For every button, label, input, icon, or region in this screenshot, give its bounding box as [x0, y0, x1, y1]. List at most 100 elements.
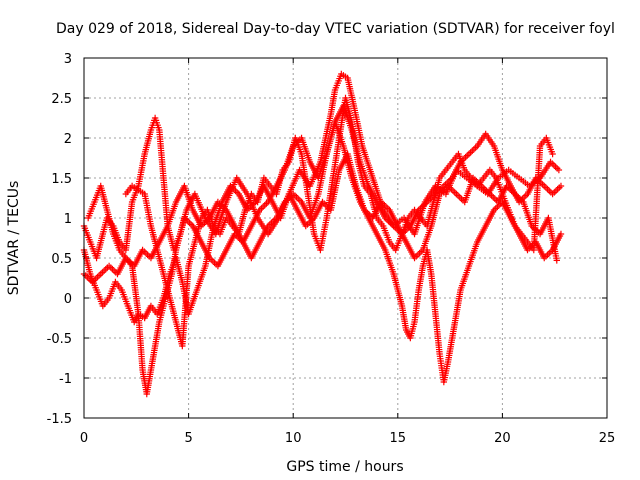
data-point	[147, 128, 154, 136]
data-point	[516, 228, 523, 236]
data-point	[510, 220, 518, 227]
data-point	[472, 144, 479, 151]
data-point	[163, 224, 170, 232]
data-point	[389, 268, 397, 276]
data-point	[372, 228, 380, 236]
data-point	[284, 160, 291, 168]
data-point	[99, 232, 106, 240]
data-point	[90, 201, 97, 208]
data-point	[464, 152, 471, 159]
data-point	[242, 188, 250, 196]
data-point	[255, 208, 262, 216]
data-point	[510, 189, 517, 196]
y-tick-label: -0.5	[47, 332, 72, 347]
data-point	[222, 248, 229, 256]
data-point	[373, 212, 380, 220]
data-point	[155, 320, 163, 328]
data-point	[447, 160, 454, 168]
data-point	[178, 276, 185, 284]
data-point	[466, 172, 473, 180]
data-point	[123, 300, 131, 307]
chart-title: Day 029 of 2018, Sidereal Day-to-day VTE…	[56, 21, 615, 37]
data-point	[484, 189, 492, 196]
data-point	[115, 244, 122, 251]
data-point	[327, 112, 334, 120]
data-point	[435, 192, 443, 200]
data-point	[354, 156, 361, 163]
data-point	[385, 236, 392, 243]
data-point	[384, 205, 391, 212]
x-tick-label: 20	[494, 431, 511, 446]
data-point	[522, 192, 530, 199]
data-point	[139, 189, 146, 196]
data-point	[172, 248, 179, 256]
data-point	[109, 228, 116, 236]
data-point	[448, 336, 456, 344]
data-point	[218, 200, 225, 208]
data-point	[185, 265, 192, 272]
data-point	[481, 224, 488, 232]
data-point	[404, 217, 411, 224]
data-point	[159, 268, 167, 276]
y-tick-label: 0	[64, 292, 72, 307]
data-point	[250, 200, 258, 207]
data-point	[518, 197, 525, 204]
data-point	[504, 204, 511, 211]
data-point	[398, 300, 405, 308]
x-tick-label: 10	[285, 431, 302, 446]
data-point	[352, 180, 359, 188]
y-tick-label: 1	[64, 212, 72, 227]
data-point	[238, 237, 245, 244]
data-point	[104, 296, 111, 304]
data-point	[401, 236, 409, 244]
data-point	[331, 88, 338, 96]
data-point	[489, 140, 496, 148]
data-point	[381, 244, 388, 252]
data-point	[314, 192, 321, 200]
data-points	[80, 70, 565, 398]
data-point	[402, 324, 409, 332]
data-point	[410, 321, 418, 328]
data-point	[378, 220, 385, 228]
data-point	[342, 73, 349, 80]
data-point	[360, 180, 367, 188]
data-point	[293, 204, 300, 212]
data-point	[191, 240, 198, 248]
data-point	[310, 228, 317, 235]
data-point	[304, 188, 311, 195]
data-point	[554, 165, 561, 172]
data-point	[498, 188, 505, 195]
data-point	[350, 100, 357, 108]
data-point	[172, 316, 179, 324]
data-point	[452, 312, 460, 320]
data-point	[176, 233, 183, 240]
data-point	[397, 233, 405, 240]
y-tick-label: 2	[64, 132, 72, 147]
data-point	[478, 176, 486, 184]
data-point	[139, 313, 146, 320]
data-point	[451, 189, 458, 196]
data-point	[329, 177, 336, 184]
data-point	[539, 181, 546, 188]
data-point	[159, 305, 167, 312]
data-point	[151, 344, 158, 352]
data-point	[263, 224, 271, 232]
data-point	[278, 168, 286, 176]
data-point	[92, 284, 99, 291]
data-point	[297, 148, 304, 155]
data-point	[368, 172, 376, 180]
data-point	[522, 236, 530, 244]
y-tick-label: 2.5	[51, 92, 72, 107]
data-point	[348, 116, 355, 124]
data-point	[360, 204, 367, 212]
data-point	[456, 288, 464, 296]
data-point	[365, 188, 373, 196]
data-point	[159, 297, 166, 304]
data-point	[339, 140, 346, 148]
y-tick-label: -1.5	[47, 412, 72, 427]
data-point	[271, 216, 278, 223]
grid-lines	[83, 57, 608, 419]
data-point	[444, 361, 451, 368]
data-point	[323, 217, 330, 224]
